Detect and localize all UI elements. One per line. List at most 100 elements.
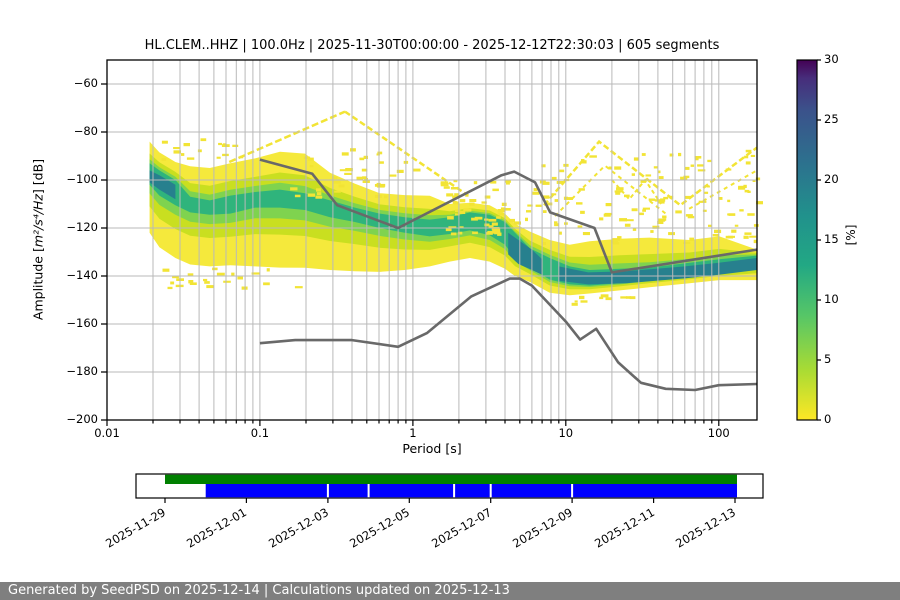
histogram-speckle: [448, 226, 457, 229]
histogram-speckle: [683, 241, 691, 244]
histogram-speckle: [532, 191, 540, 195]
histogram-speckle: [678, 152, 682, 157]
histogram-speckle: [378, 161, 384, 164]
histogram-speckle: [752, 179, 756, 182]
histogram-speckle: [580, 210, 585, 214]
histogram-speckle: [206, 285, 214, 289]
histogram-streak: [611, 178, 662, 205]
histogram-speckle: [743, 235, 749, 239]
histogram-speckle: [727, 199, 731, 203]
histogram-speckle: [744, 232, 752, 235]
histogram-speckle: [631, 173, 635, 176]
histogram-speckle: [170, 281, 175, 285]
histogram-speckle: [685, 214, 693, 217]
timeline-green-bar: [165, 474, 737, 484]
histogram-speckle: [362, 179, 370, 183]
histogram-streak: [554, 164, 667, 217]
histogram-speckle: [657, 218, 666, 222]
histogram-speckle: [614, 190, 622, 193]
histogram-speckle: [203, 278, 208, 282]
histogram-speckle: [704, 191, 709, 194]
histogram-speckle: [685, 195, 691, 199]
histogram-speckle: [612, 238, 620, 241]
y-tick-label: −80: [73, 124, 98, 138]
histogram-speckle: [616, 187, 624, 191]
histogram-speckle: [445, 228, 452, 232]
histogram-speckle: [605, 203, 612, 207]
y-tick-label: −160: [66, 316, 98, 330]
histogram-speckle: [605, 297, 613, 301]
histogram-speckle: [535, 204, 542, 207]
histogram-speckle: [218, 142, 222, 146]
histogram-speckle: [631, 208, 638, 212]
histogram-speckle: [290, 187, 298, 191]
histogram-speckle: [750, 154, 756, 157]
histogram-speckle: [490, 180, 497, 184]
timeline-gap: [326, 484, 329, 498]
histogram-speckle: [471, 217, 478, 221]
histogram-speckle: [660, 198, 666, 202]
histogram-speckle: [734, 224, 739, 227]
histogram-speckle: [374, 194, 382, 198]
x-axis-label: Period [s]: [402, 441, 462, 456]
histogram-speckle: [443, 186, 450, 189]
histogram-speckle: [222, 143, 227, 146]
histogram-speckle: [576, 202, 583, 205]
histogram-speckle: [466, 208, 472, 212]
histogram-speckle: [455, 213, 460, 216]
histogram-speckle: [364, 178, 368, 181]
histogram-speckle: [491, 222, 498, 226]
histogram-speckle: [749, 235, 757, 238]
histogram-speckle: [453, 180, 458, 183]
histogram-speckle: [650, 230, 654, 233]
histogram-speckle: [361, 168, 368, 172]
histogram-speckle: [633, 157, 639, 161]
histogram-speckle: [743, 184, 747, 188]
histogram-speckle: [738, 187, 746, 190]
y-tick-label: −180: [66, 364, 98, 378]
histogram-speckle: [669, 153, 674, 157]
y-tick-label: −200: [66, 412, 98, 426]
histogram-speckle: [412, 168, 421, 172]
histogram-speckle: [309, 165, 314, 168]
histogram-speckle: [359, 157, 365, 161]
histogram-speckle: [183, 143, 190, 147]
histogram-speckle: [187, 273, 194, 277]
histogram-speckle: [698, 200, 707, 203]
histogram-speckle: [513, 221, 521, 225]
histogram-speckle: [344, 172, 352, 175]
histogram-speckle: [608, 166, 612, 170]
histogram-streak: [688, 169, 758, 210]
histogram-speckle: [582, 160, 587, 164]
histogram-speckle: [541, 164, 546, 168]
histogram-speckle: [459, 199, 466, 203]
histogram-speckle: [463, 208, 468, 212]
histogram-speckle: [508, 218, 515, 223]
histogram-speckle: [497, 212, 504, 216]
y-tick-label: −100: [66, 172, 98, 186]
histogram-speckle: [459, 226, 464, 229]
histogram-speckle: [186, 157, 195, 160]
histogram-speckle: [714, 229, 722, 234]
histogram-speckle: [641, 153, 646, 156]
histogram-speckle: [216, 156, 221, 159]
histogram-speckle: [539, 180, 546, 184]
histogram-speckle: [197, 149, 202, 153]
histogram-speckle: [533, 188, 538, 191]
histogram-speckle: [684, 166, 690, 170]
histogram-speckle: [599, 296, 604, 300]
histogram-speckle: [307, 193, 315, 197]
histogram-speckle: [455, 209, 461, 212]
histogram-speckle: [339, 169, 346, 172]
histogram-speckle: [450, 232, 457, 236]
histogram-speckle: [173, 147, 180, 150]
histogram-speckle: [697, 169, 706, 172]
histogram-speckle: [223, 280, 231, 283]
histogram-speckle: [384, 195, 388, 199]
histogram-speckle: [200, 138, 207, 142]
histogram-speckle: [484, 223, 490, 227]
y-tick-label: −140: [66, 268, 98, 282]
histogram-hotspot: [149, 170, 176, 200]
histogram-speckle: [614, 166, 622, 170]
